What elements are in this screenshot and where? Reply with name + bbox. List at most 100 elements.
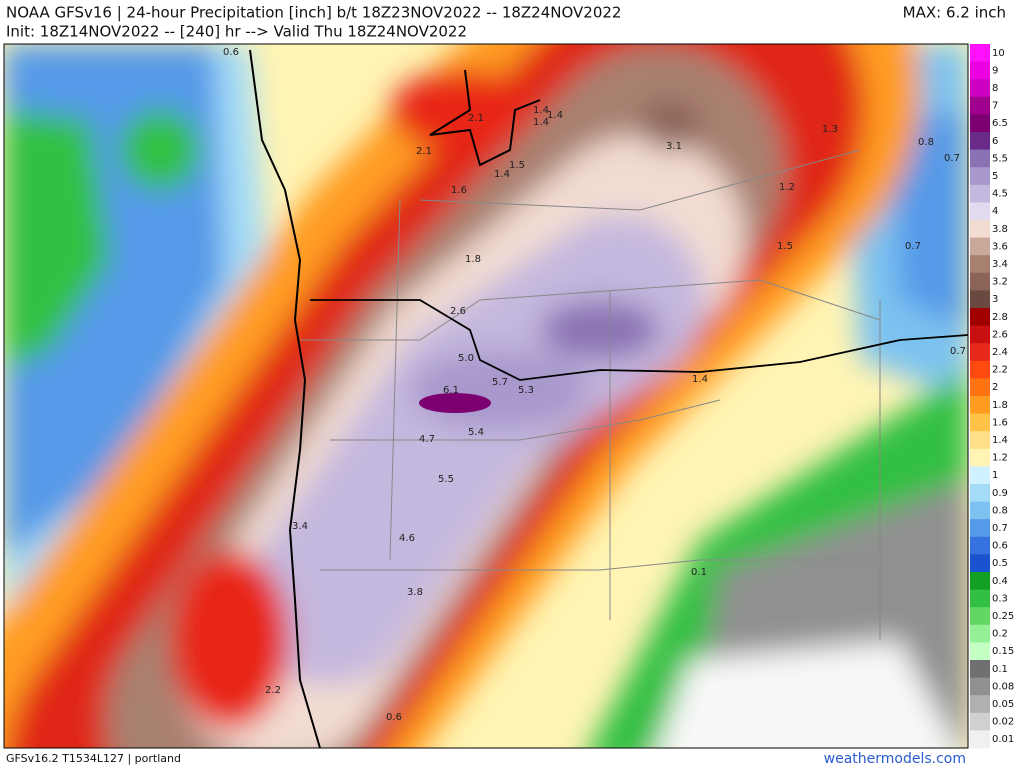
- colorbar-swatch: [970, 730, 990, 749]
- title: NOAA GFSv16 | 24-hour Precipitation [inc…: [6, 4, 621, 22]
- colorbar-label: 0.7: [992, 523, 1008, 534]
- colorbar-label: 6: [992, 136, 998, 147]
- colorbar-label: 10: [992, 48, 1005, 59]
- max-label: MAX: 6.2 inch: [903, 4, 1006, 22]
- footer-model: GFSv16.2 T1534L127 | portland: [6, 752, 181, 765]
- map-label: 2.2: [265, 685, 281, 696]
- colorbar-label: 5: [992, 171, 998, 182]
- colorbar-label: 0.3: [992, 593, 1008, 604]
- colorbar-label: 0.08: [992, 681, 1014, 692]
- map-label: 5.4: [468, 427, 484, 438]
- colorbar-swatch: [970, 308, 990, 327]
- colorbar-label: 3.6: [992, 241, 1008, 252]
- map-label: 5.7: [492, 377, 508, 388]
- colorbar-swatch: [970, 79, 990, 98]
- colorbar-swatch: [970, 149, 990, 168]
- colorbar-swatch: [970, 431, 990, 450]
- colorbar-swatch: [970, 167, 990, 186]
- map-label: 2.1: [416, 146, 432, 157]
- colorbar-swatch: [970, 220, 990, 239]
- colorbar-swatch: [970, 624, 990, 643]
- map-label: 1.5: [777, 241, 793, 252]
- colorbar-label: 1: [992, 470, 998, 481]
- colorbar-label: 3.2: [992, 277, 1008, 288]
- colorbar-swatch: [970, 132, 990, 151]
- colorbar-label: 0.2: [992, 629, 1008, 640]
- colorbar-label: 1.2: [992, 453, 1008, 464]
- map-label: 0.8: [918, 137, 934, 148]
- map: [4, 44, 968, 748]
- map-label: 1.4: [533, 117, 549, 128]
- map-label: 1.4: [494, 169, 510, 180]
- map-label: 2.6: [450, 306, 466, 317]
- colorbar-swatch: [970, 607, 990, 626]
- map-label: 5.3: [518, 385, 534, 396]
- map-label: 0.7: [905, 241, 921, 252]
- map-label: 3.1: [666, 141, 682, 152]
- colorbar-label: 0.9: [992, 488, 1008, 499]
- colorbar-label: 3.8: [992, 224, 1008, 235]
- colorbar-label: 2.8: [992, 312, 1008, 323]
- colorbar-label: 0.8: [992, 505, 1008, 516]
- colorbar-label: 8: [992, 83, 998, 94]
- colorbar-swatch: [970, 712, 990, 731]
- colorbar-label: 3.4: [992, 259, 1008, 270]
- map-label: 1.5: [509, 160, 525, 171]
- colorbar-label: 3: [992, 294, 998, 305]
- map-label: 0.7: [950, 346, 966, 357]
- colorbar-swatch: [970, 360, 990, 379]
- map-label: 5.5: [438, 474, 454, 485]
- map-label: 4.7: [419, 434, 435, 445]
- subtitle: Init: 18Z14NOV2022 -- [240] hr --> Valid…: [6, 23, 467, 41]
- colorbar-label: 1.8: [992, 400, 1008, 411]
- colorbar-swatch: [970, 519, 990, 538]
- colorbar-label: 1.6: [992, 417, 1008, 428]
- colorbar-swatch: [970, 325, 990, 344]
- colorbar-label: 0.15: [992, 646, 1014, 657]
- map-label: 1.4: [547, 110, 563, 121]
- colorbar-label: 0.6: [992, 541, 1008, 552]
- map-label: 1.2: [779, 182, 795, 193]
- colorbar-swatch: [970, 237, 990, 256]
- colorbar-swatch: [970, 536, 990, 555]
- colorbar-swatch: [970, 61, 990, 80]
- colorbar-swatch: [970, 114, 990, 133]
- colorbar-swatch: [970, 290, 990, 309]
- colorbar-swatch: [970, 466, 990, 485]
- colorbar-swatch: [970, 642, 990, 661]
- colorbar-swatch: [970, 272, 990, 291]
- colorbar-label: 2.4: [992, 347, 1008, 358]
- footer-site[interactable]: weathermodels.com: [824, 751, 966, 767]
- map-label: 0.1: [691, 567, 707, 578]
- map-label: 0.6: [386, 712, 402, 723]
- colorbar-swatch: [970, 396, 990, 415]
- colorbar-swatch: [970, 343, 990, 362]
- colorbar-swatch: [970, 184, 990, 203]
- colorbar-swatch: [970, 554, 990, 573]
- colorbar-label: 4: [992, 206, 998, 217]
- colorbar-label: 5.5: [992, 153, 1008, 164]
- colorbar-label: 0.25: [992, 611, 1014, 622]
- colorbar-swatch: [970, 660, 990, 679]
- colorbar-swatch: [970, 378, 990, 397]
- map-label: 3.4: [292, 521, 308, 532]
- colorbar-label: 7: [992, 101, 998, 112]
- map-label: 6.1: [443, 385, 459, 396]
- colorbar-swatch: [970, 572, 990, 591]
- map-label: 1.4: [533, 105, 549, 116]
- map-label: 1.6: [451, 185, 467, 196]
- map-label: 1.4: [692, 374, 708, 385]
- map-label: 0.7: [944, 153, 960, 164]
- colorbar-swatch: [970, 501, 990, 520]
- colorbar-label: 0.1: [992, 664, 1008, 675]
- colorbar-label: 4.5: [992, 189, 1008, 200]
- colorbar-label: 0.01: [992, 734, 1014, 745]
- map-label: 0.6: [223, 47, 239, 58]
- colorbar-swatch: [970, 202, 990, 221]
- colorbar-label: 1.4: [992, 435, 1008, 446]
- colorbar-label: 2.6: [992, 329, 1008, 340]
- map-label: 2.1: [468, 113, 484, 124]
- colorbar-swatch: [970, 255, 990, 274]
- colorbar-swatch: [970, 448, 990, 467]
- colorbar-swatch: [970, 96, 990, 115]
